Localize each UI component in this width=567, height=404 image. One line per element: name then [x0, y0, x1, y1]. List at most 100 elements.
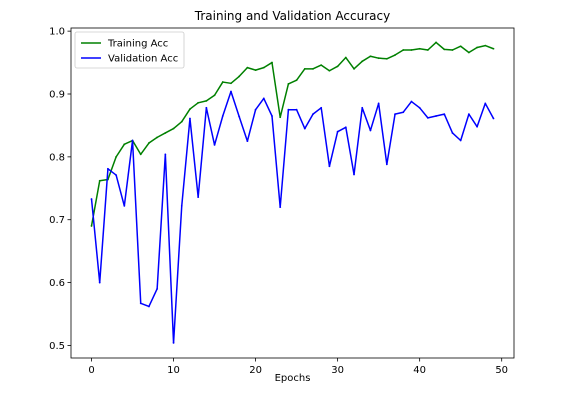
- data-point: [344, 56, 347, 59]
- x-axis: 0 10 20 30 40 50: [88, 358, 508, 376]
- y-tick-label: 0.5: [49, 341, 65, 352]
- data-point: [353, 173, 355, 176]
- data-point: [377, 102, 380, 105]
- series-line-2: [90, 90, 495, 344]
- data-point: [418, 47, 421, 50]
- series-points-2: [90, 90, 495, 344]
- data-point: [271, 61, 273, 64]
- data-point: [123, 204, 126, 207]
- y-tick-label: 0.8: [49, 152, 65, 163]
- data-point: [98, 179, 101, 182]
- data-point: [369, 129, 372, 132]
- data-point: [123, 143, 126, 146]
- data-point: [410, 100, 413, 103]
- data-point: [254, 69, 257, 72]
- data-point: [197, 196, 200, 198]
- data-point: [312, 67, 314, 70]
- data-point: [254, 108, 257, 111]
- data-point: [451, 49, 454, 51]
- data-point: [336, 130, 339, 133]
- y-tick-label: 0.9: [49, 90, 65, 101]
- data-point: [287, 108, 290, 111]
- data-point: [172, 127, 175, 130]
- data-point: [426, 116, 429, 119]
- x-tick-label: 20: [249, 365, 262, 376]
- legend: Training Acc Validation Acc: [74, 31, 185, 69]
- data-point: [164, 132, 167, 134]
- data-point: [443, 48, 446, 51]
- data-point: [320, 106, 323, 109]
- data-point: [230, 82, 232, 85]
- data-point: [180, 204, 183, 207]
- data-point: [336, 65, 339, 68]
- data-point: [394, 54, 396, 56]
- data-point: [385, 163, 388, 166]
- data-point: [312, 113, 314, 116]
- data-point: [107, 167, 109, 170]
- data-point: [279, 206, 282, 209]
- data-point: [476, 46, 478, 49]
- data-point: [303, 67, 306, 70]
- data-point: [271, 115, 273, 117]
- data-point: [197, 101, 200, 104]
- data-point: [246, 66, 249, 69]
- series-layer: [90, 41, 495, 344]
- x-tick-label: 10: [167, 365, 180, 376]
- data-point: [262, 66, 265, 69]
- data-point: [492, 117, 495, 120]
- data-point: [131, 139, 134, 142]
- data-point: [426, 49, 429, 51]
- y-tick-label: 0.6: [49, 278, 65, 289]
- data-point: [361, 60, 364, 63]
- data-point: [156, 287, 159, 290]
- data-point: [410, 49, 413, 51]
- data-point: [377, 57, 380, 60]
- data-point: [402, 49, 405, 51]
- data-point: [344, 126, 347, 129]
- data-point: [221, 81, 224, 83]
- data-point: [139, 153, 142, 156]
- y-tick-label: 1.0: [49, 27, 65, 38]
- chart-title: Training and Validation Accuracy: [194, 9, 390, 23]
- data-point: [435, 41, 437, 44]
- data-point: [418, 106, 421, 109]
- data-point: [98, 281, 101, 284]
- x-tick-label: 50: [495, 365, 508, 376]
- data-point: [238, 75, 241, 78]
- data-point: [303, 127, 306, 130]
- data-point: [213, 94, 216, 97]
- data-point: [90, 198, 93, 200]
- data-point: [172, 342, 175, 344]
- data-point: [476, 125, 478, 128]
- y-axis: 0.5 0.6 0.7 0.8 0.9 1.0: [49, 27, 71, 352]
- data-point: [279, 116, 282, 119]
- data-point: [295, 79, 298, 82]
- data-point: [139, 302, 142, 305]
- data-point: [328, 165, 331, 168]
- data-point: [467, 51, 470, 54]
- legend-label-2: Validation Acc: [108, 54, 178, 65]
- data-point: [205, 106, 208, 109]
- data-point: [213, 144, 216, 146]
- data-point: [246, 140, 249, 143]
- x-tick-label: 30: [331, 365, 344, 376]
- data-point: [459, 45, 462, 48]
- data-point: [385, 57, 388, 60]
- data-point: [189, 108, 191, 110]
- data-point: [484, 44, 487, 47]
- legend-label-1: Training Acc: [107, 39, 168, 50]
- plot-frame: [70, 27, 515, 359]
- x-tick-label: 0: [88, 365, 94, 376]
- data-point: [394, 113, 396, 116]
- x-axis-label: Epochs: [275, 373, 311, 384]
- data-point: [148, 305, 150, 308]
- data-point: [402, 111, 405, 114]
- data-point: [287, 83, 290, 85]
- series-line-1: [90, 41, 494, 227]
- legend-frame: [74, 31, 185, 69]
- y-tick-label: 0.7: [49, 215, 65, 226]
- data-point: [164, 153, 167, 156]
- data-point: [484, 102, 487, 105]
- data-point: [369, 55, 372, 58]
